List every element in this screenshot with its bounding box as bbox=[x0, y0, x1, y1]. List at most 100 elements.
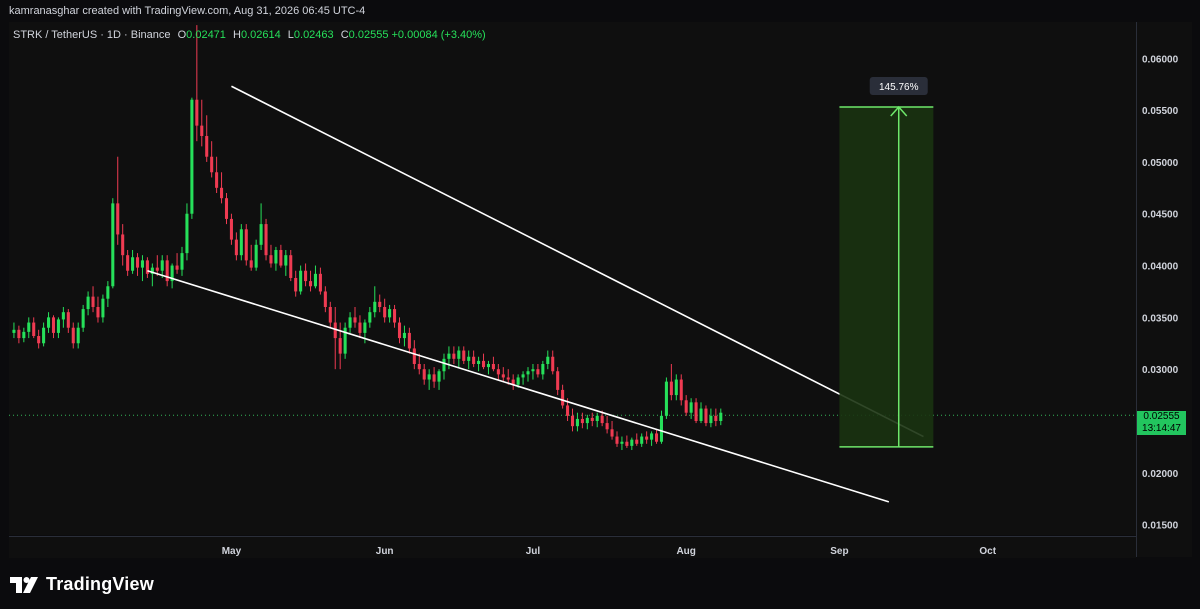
candle-body bbox=[324, 291, 327, 307]
candle-body bbox=[299, 271, 302, 292]
symbol-legend: STRK / TetherUS · 1D · Binance O0.02471 … bbox=[13, 29, 486, 41]
candle-body bbox=[660, 416, 663, 442]
time-tick: Jun bbox=[376, 546, 394, 557]
logo-text: TradingView bbox=[46, 574, 154, 595]
time-tick: Aug bbox=[676, 546, 695, 557]
candles bbox=[12, 25, 722, 450]
trendlines[interactable] bbox=[147, 86, 923, 502]
candle-body bbox=[655, 433, 658, 441]
bar-countdown: 13:14:47 bbox=[1137, 423, 1186, 435]
time-tick: May bbox=[222, 546, 242, 557]
candle-body bbox=[640, 437, 643, 444]
candle-body bbox=[522, 374, 525, 377]
price-tick: 0.04500 bbox=[1142, 210, 1179, 221]
candle-body bbox=[611, 429, 614, 436]
candle-body bbox=[581, 419, 584, 423]
candle-body bbox=[645, 437, 648, 440]
symbol-name[interactable]: STRK / TetherUS · 1D · Binance bbox=[13, 29, 171, 41]
candle-body bbox=[309, 281, 312, 286]
candle-body bbox=[517, 377, 520, 384]
lower-trendline bbox=[147, 271, 888, 502]
candle-body bbox=[363, 323, 366, 333]
candle-body bbox=[42, 328, 45, 344]
projection-box[interactable]: 145.76% bbox=[839, 77, 933, 447]
candle-body bbox=[77, 328, 80, 344]
candle-body bbox=[438, 371, 441, 381]
candle-body bbox=[546, 357, 549, 364]
candle-body bbox=[393, 309, 396, 322]
candle-body bbox=[685, 400, 688, 412]
tradingview-logo[interactable]: TradingView bbox=[10, 574, 154, 595]
open-value: 0.02471 bbox=[186, 29, 226, 41]
candle-body bbox=[220, 188, 223, 198]
candle-body bbox=[180, 253, 183, 270]
high-label: H bbox=[233, 29, 241, 41]
candle-body bbox=[235, 240, 238, 256]
candle-body bbox=[492, 364, 495, 369]
candle-body bbox=[349, 317, 352, 327]
candle-body bbox=[709, 416, 712, 423]
candle-body bbox=[635, 440, 638, 444]
candle-body bbox=[601, 416, 604, 423]
candle-body bbox=[37, 336, 40, 343]
candle-body bbox=[690, 402, 693, 412]
candle-body bbox=[447, 354, 450, 359]
price-tick: 0.03000 bbox=[1142, 365, 1179, 376]
candle-body bbox=[269, 255, 272, 263]
candle-body bbox=[591, 418, 594, 421]
price-tick: 0.06000 bbox=[1142, 54, 1179, 65]
candle-body bbox=[62, 312, 65, 319]
high-value: 0.02614 bbox=[241, 29, 281, 41]
candle-body bbox=[680, 380, 683, 401]
candle-body bbox=[507, 377, 510, 379]
candle-body bbox=[487, 364, 490, 367]
candle-body bbox=[423, 369, 426, 379]
candle-body bbox=[279, 250, 282, 266]
change-value: +0.00084 (+3.40%) bbox=[392, 29, 486, 41]
candle-body bbox=[625, 442, 628, 446]
candle-body bbox=[27, 323, 30, 332]
candle-body bbox=[620, 442, 623, 444]
candle-body bbox=[630, 440, 633, 446]
candle-body bbox=[571, 416, 574, 426]
candle-body bbox=[72, 328, 75, 344]
price-tick: 0.02000 bbox=[1142, 469, 1179, 480]
candle-body bbox=[413, 348, 416, 364]
time-tick: Jul bbox=[526, 546, 541, 557]
time-tick-labels: May Jun Jul Aug Sep Oct bbox=[222, 546, 997, 557]
candle-body bbox=[255, 245, 258, 268]
candle-body bbox=[200, 126, 203, 136]
candle-body bbox=[294, 278, 297, 291]
last-price-value: 0.02555 bbox=[1137, 411, 1186, 423]
candle-body bbox=[245, 229, 248, 260]
candle-body bbox=[225, 198, 228, 219]
candle-body bbox=[210, 157, 213, 173]
candle-body bbox=[260, 224, 263, 245]
candle-body bbox=[586, 418, 589, 423]
candle-body bbox=[126, 255, 129, 271]
candle-body bbox=[719, 413, 722, 421]
candle-body bbox=[536, 369, 539, 374]
candle-body bbox=[442, 359, 445, 371]
candle-body bbox=[106, 286, 109, 298]
candle-body bbox=[22, 332, 25, 338]
candle-body bbox=[497, 369, 500, 374]
candle-body bbox=[378, 302, 381, 307]
candle-body bbox=[57, 319, 60, 332]
candle-body bbox=[250, 260, 253, 267]
price-tick: 0.05500 bbox=[1142, 106, 1179, 117]
last-price-tag: 0.02555 13:14:47 bbox=[1137, 411, 1186, 435]
candle-body bbox=[176, 266, 179, 270]
tv-logo-icon bbox=[10, 577, 40, 593]
candle-body bbox=[116, 203, 119, 234]
candle-body bbox=[185, 214, 188, 253]
candle-body bbox=[190, 100, 193, 214]
candle-body bbox=[121, 234, 124, 255]
candle-body bbox=[408, 333, 411, 349]
projection-label: 145.76% bbox=[870, 77, 928, 95]
candle-body bbox=[665, 382, 668, 416]
candle-body bbox=[32, 323, 35, 336]
candle-body bbox=[111, 203, 114, 286]
candle-body bbox=[304, 271, 307, 281]
